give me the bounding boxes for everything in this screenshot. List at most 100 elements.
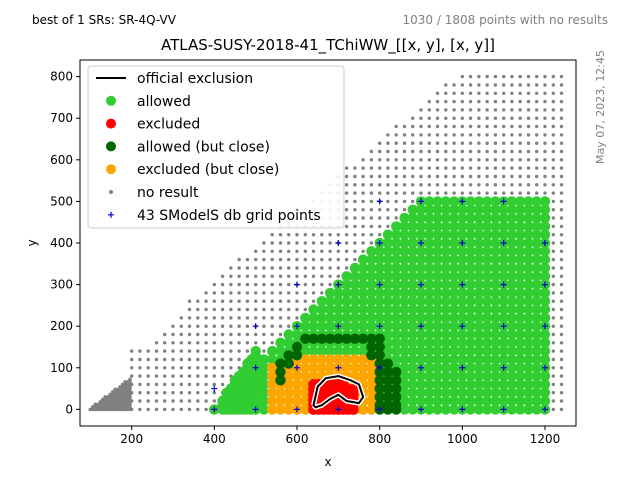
no-result-point <box>237 307 241 312</box>
allowed-close-point <box>333 333 344 344</box>
no-result-point <box>559 382 564 387</box>
no-result-point <box>369 191 374 195</box>
allowed-point <box>407 387 418 398</box>
allowed-point <box>465 287 476 299</box>
allowed-point <box>481 271 493 282</box>
no-result-point <box>435 116 440 120</box>
allowed-point <box>506 354 518 365</box>
no-result-point <box>444 83 448 87</box>
no-result-point <box>378 149 382 154</box>
allowed-point <box>407 204 418 215</box>
no-result-point <box>270 241 274 245</box>
allowed-point <box>308 345 319 357</box>
allowed-point <box>283 337 294 348</box>
excluded-point <box>347 384 359 395</box>
no-result-point <box>361 166 365 170</box>
allowed-point <box>448 329 460 340</box>
allowed-point <box>539 287 551 299</box>
allowed-point <box>506 237 518 249</box>
no-result-point <box>353 224 357 229</box>
no-result-point <box>551 274 555 278</box>
allowed-point <box>515 362 526 373</box>
allowed-point <box>506 262 518 274</box>
no-result-point <box>402 149 407 154</box>
x-tick-label: 1000 <box>447 432 478 446</box>
no-result-point <box>220 341 225 345</box>
grid-point-marker <box>376 240 383 246</box>
no-result-point <box>378 174 382 179</box>
no-result-point <box>353 191 357 195</box>
no-result-point <box>295 274 299 278</box>
no-result-point <box>502 174 506 179</box>
excluded-close-point <box>366 362 377 373</box>
allowed-point <box>465 196 476 207</box>
no-result-point <box>526 116 531 120</box>
no-result-point <box>369 233 374 237</box>
allowed-point <box>382 254 394 265</box>
no-result-point <box>518 174 522 179</box>
no-result-point <box>237 291 241 295</box>
allowed-point <box>448 304 460 315</box>
allowed-close-point <box>341 333 352 344</box>
allowed-point <box>391 337 402 348</box>
no-result-point <box>115 397 120 402</box>
no-result-point <box>262 349 266 353</box>
x-tick-label: 600 <box>286 432 309 446</box>
no-result-point <box>551 291 555 295</box>
x-axis-label: x <box>324 455 331 469</box>
allowed-point <box>357 271 369 282</box>
no-result-point <box>452 174 456 179</box>
allowed-point <box>523 212 534 224</box>
no-result-point <box>551 399 555 403</box>
allowed-point <box>333 304 344 315</box>
excluded-close-point <box>275 404 286 415</box>
allowed-point <box>258 370 270 382</box>
allowed-point <box>424 345 435 357</box>
allowed-point <box>473 329 485 340</box>
allowed-point <box>498 329 509 340</box>
no-result-point <box>287 274 291 278</box>
no-result-point <box>551 391 555 395</box>
no-result-point <box>229 324 233 328</box>
excluded-close-point <box>267 387 278 398</box>
no-result-point <box>452 166 456 170</box>
no-result-point <box>468 91 473 96</box>
allowed-point <box>457 229 468 240</box>
grid-point-marker <box>418 281 424 288</box>
no-result-point <box>551 149 555 154</box>
no-result-point <box>518 116 522 120</box>
y-tick-label: 700 <box>50 111 73 125</box>
no-result-point <box>220 324 225 328</box>
no-result-point <box>510 191 514 195</box>
allowed-point <box>440 329 451 340</box>
no-result-point <box>138 382 142 387</box>
grid-point-marker <box>542 240 548 246</box>
no-result-point <box>493 99 498 104</box>
no-result-point <box>254 332 258 337</box>
no-result-point <box>328 233 332 237</box>
allowed-point <box>498 337 509 348</box>
no-result-point <box>452 83 456 87</box>
no-result-point <box>163 407 167 412</box>
no-result-point <box>270 307 274 312</box>
no-result-point <box>229 357 233 362</box>
allowed-point <box>258 387 270 398</box>
allowed-point <box>481 196 493 207</box>
no-result-point <box>344 249 349 253</box>
no-result-point <box>179 324 183 328</box>
allowed-point <box>275 345 286 357</box>
allowed-point <box>531 221 542 232</box>
no-result-point <box>543 141 547 145</box>
no-result-point <box>344 241 349 245</box>
allowed-point <box>440 246 451 257</box>
allowed-point <box>399 254 410 265</box>
no-result-point <box>460 141 464 145</box>
no-result-point <box>353 199 357 204</box>
no-result-point <box>278 233 283 237</box>
allowed-point <box>473 246 485 257</box>
excluded-close-point <box>267 362 278 373</box>
no-result-point <box>237 341 241 345</box>
no-result-point <box>386 166 390 170</box>
allowed-point <box>316 312 327 324</box>
no-result-point <box>378 224 382 229</box>
